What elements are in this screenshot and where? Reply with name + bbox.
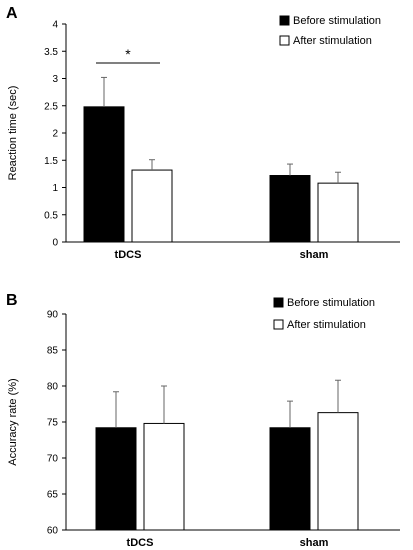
y-tick-label: 60 <box>47 526 59 537</box>
legend-swatch-before <box>279 15 290 26</box>
y-tick-label: 85 <box>47 346 59 357</box>
chart-panel-b: B 60 65 70 75 80 85 90 Accuracy rate (%) tDCS sham… <box>6 292 400 549</box>
y-tick-label: 0.5 <box>44 210 58 221</box>
y-tick-label: 1.5 <box>44 156 58 167</box>
y-tick-label: 80 <box>47 382 59 393</box>
y-tick-label: 3.5 <box>44 47 58 58</box>
panel-letter: B <box>6 292 18 309</box>
chart-panel-a: A 0 0.5 1 1.5 2 2.5 3 3.5 4 Reaction time (sec) tDC… <box>6 5 400 261</box>
y-tick-label: 65 <box>47 490 59 501</box>
y-axis-label: Accuracy rate (%) <box>7 378 19 465</box>
legend-label: Before stimulation <box>287 297 375 309</box>
significance-marker: * <box>125 46 131 62</box>
x-tick-label: sham <box>300 249 329 261</box>
y-tick-label: 75 <box>47 418 59 429</box>
bar-tdcs-before <box>83 106 125 243</box>
bar-tdcs-after <box>131 169 173 243</box>
y-tick-label: 3 <box>52 74 58 85</box>
bar-tdcs-after <box>143 422 185 531</box>
y-tick-label: 70 <box>47 454 59 465</box>
x-tick-label: sham <box>300 537 329 549</box>
legend-swatch-after <box>279 35 290 46</box>
legend-label: After stimulation <box>293 35 372 47</box>
x-tick-label: tDCS <box>127 537 154 549</box>
legend-swatch-after <box>273 319 284 330</box>
legend-label: After stimulation <box>287 319 366 331</box>
y-tick-label: 90 <box>47 310 59 321</box>
y-tick-label: 2 <box>52 129 58 140</box>
bar-sham-before <box>269 427 311 531</box>
y-tick-label: 2.5 <box>44 101 58 112</box>
y-tick-label: 1 <box>52 183 58 194</box>
bar-sham-after <box>317 182 359 243</box>
y-axis-label: Reaction time (sec) <box>7 86 19 181</box>
legend-label: Before stimulation <box>293 15 381 27</box>
bar-sham-after <box>317 412 359 531</box>
x-tick-label: tDCS <box>115 249 142 261</box>
bar-sham-before <box>269 175 311 243</box>
panel-letter: A <box>6 5 18 22</box>
bar-tdcs-before <box>95 427 137 531</box>
y-tick-label: 4 <box>52 20 58 31</box>
y-tick-label: 0 <box>52 238 58 249</box>
legend-swatch-before <box>273 297 284 308</box>
